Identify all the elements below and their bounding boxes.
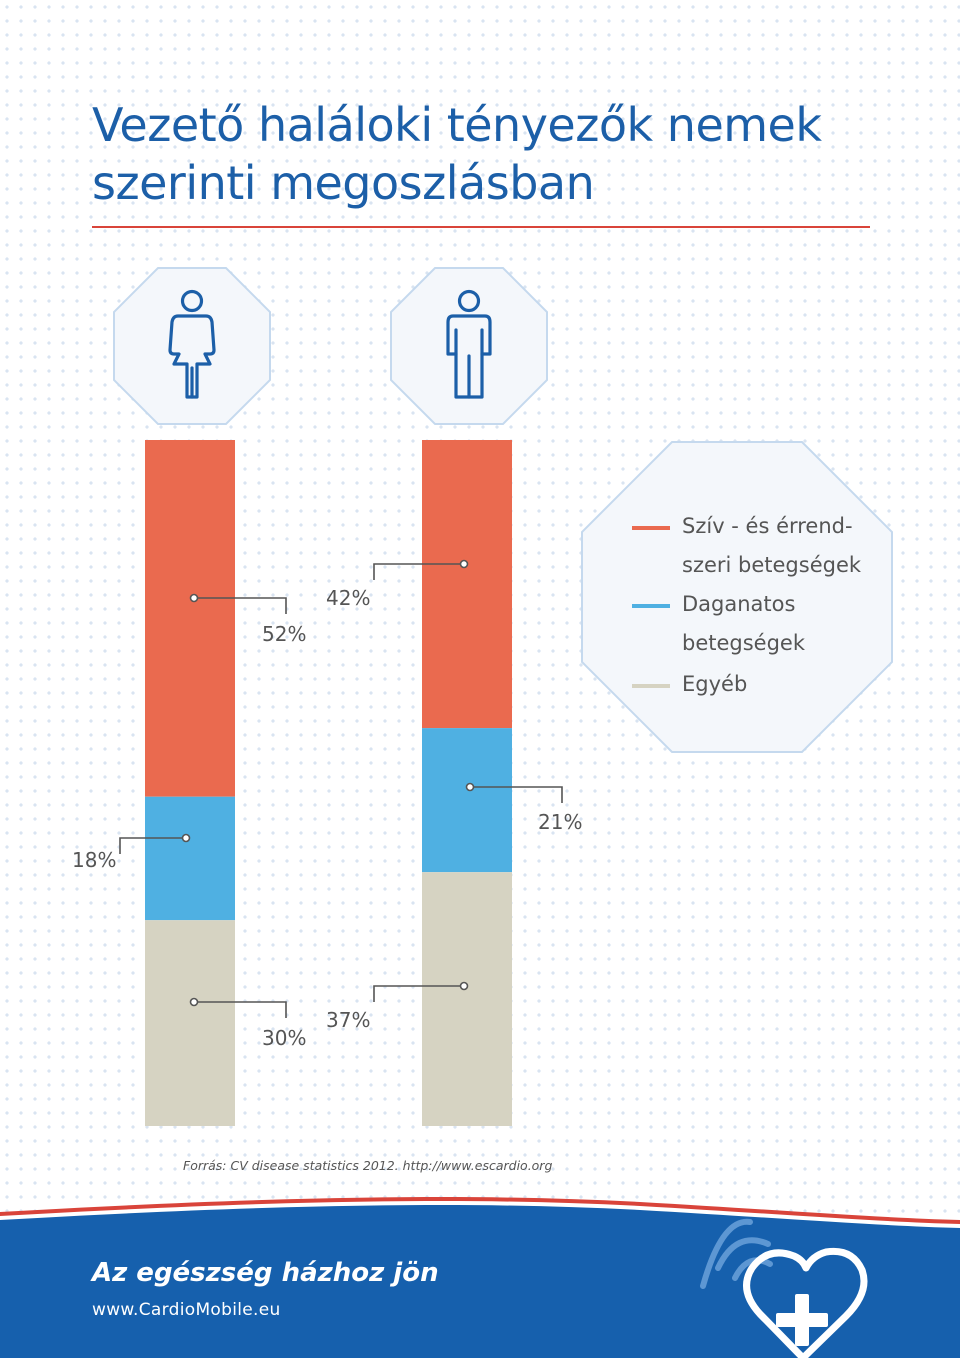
leader-line-female-1 xyxy=(189,593,287,614)
bar-segment-male-2 xyxy=(422,728,512,873)
leader-line-male-2 xyxy=(465,782,563,803)
legend-label-3: Egyéb xyxy=(682,672,748,696)
bar-segment-female-3 xyxy=(145,920,235,1126)
title-divider xyxy=(92,226,870,228)
bar-segment-male-1 xyxy=(422,440,512,729)
footer-band xyxy=(0,1197,960,1358)
bar-segment-female-2 xyxy=(145,796,235,921)
leader-line-male-3 xyxy=(373,981,469,1002)
data-label-female-3: 30% xyxy=(262,1026,307,1050)
bar-segment-male-3 xyxy=(422,872,512,1126)
page-title: Vezető haláloki tényezők nemek szerinti … xyxy=(92,98,822,210)
male-icon-badge xyxy=(390,267,548,425)
source-note: Forrás: CV disease statistics 2012. http… xyxy=(183,1158,553,1173)
legend-label-2: Daganatos betegségek xyxy=(682,592,806,655)
legend-swatch-3 xyxy=(632,684,670,688)
footer-url[interactable]: www.CardioMobile.eu xyxy=(92,1300,281,1320)
footer-slogan: Az egészség házhoz jön xyxy=(92,1258,439,1288)
legend-swatch-1 xyxy=(632,526,670,530)
woman-icon xyxy=(168,289,216,399)
man-icon xyxy=(446,289,492,399)
female-icon-badge xyxy=(113,267,271,425)
legend-swatch-2 xyxy=(632,604,670,608)
data-label-female-2: 18% xyxy=(72,848,117,872)
leader-line-female-2 xyxy=(119,833,191,854)
heart-plus-icon xyxy=(700,1218,868,1358)
data-label-male-1: 42% xyxy=(326,586,371,610)
data-label-female-1: 52% xyxy=(262,622,307,646)
leader-line-female-3 xyxy=(189,997,287,1018)
bar-segment-female-1 xyxy=(145,440,235,797)
legend-label-1: Szív - és érrend- szeri betegségek xyxy=(682,514,862,577)
legend-badge xyxy=(581,441,893,753)
leader-line-male-1 xyxy=(373,559,469,580)
data-label-male-2: 21% xyxy=(538,810,583,834)
data-label-male-3: 37% xyxy=(326,1008,371,1032)
